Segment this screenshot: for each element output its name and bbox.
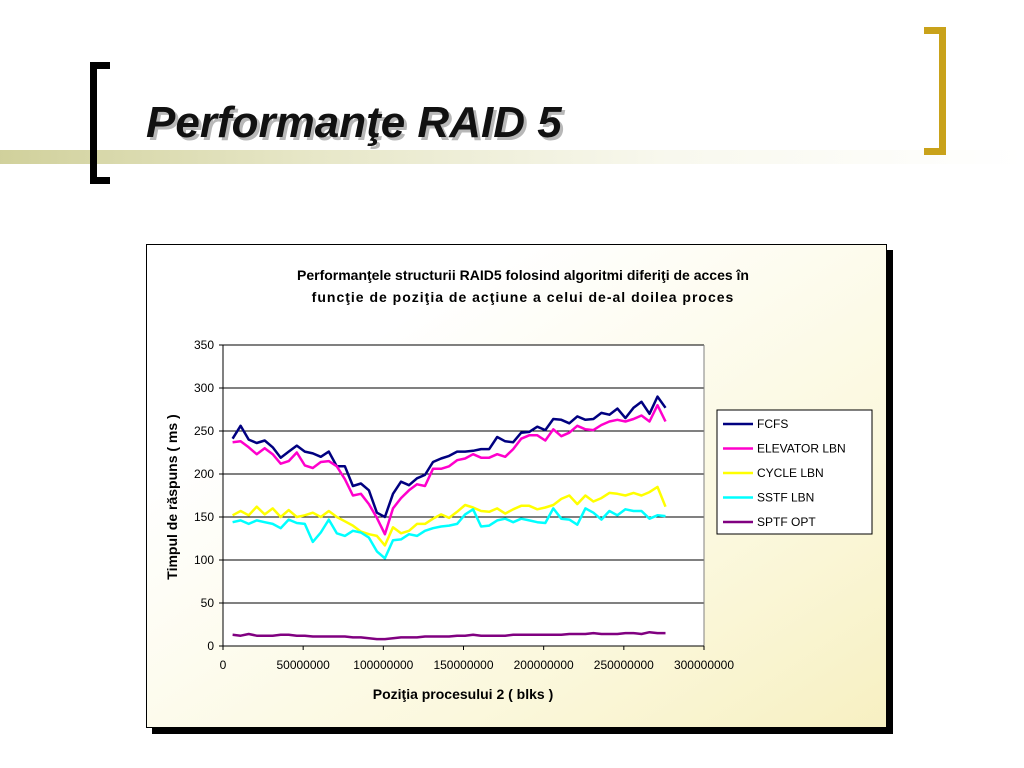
- x-tick-label: 300000000: [674, 658, 734, 672]
- y-tick-label: 150: [194, 510, 214, 524]
- legend-items: FCFS ELEVATOR LBN CYCLE LBN SSTF LBN SPTF OP…: [723, 417, 846, 529]
- slide-title: Performanţe RAID 5: [146, 98, 562, 147]
- y-tick-labels: 0 50 100 150 200 250 300 350: [194, 338, 214, 653]
- title-accent-bar: [0, 150, 1024, 164]
- legend-label-elevator-lbn: ELEVATOR LBN: [757, 442, 846, 456]
- grid-lines: [223, 344, 705, 646]
- x-tick-label: 250000000: [594, 658, 654, 672]
- legend-label-sptf-opt: SPTF OPT: [757, 515, 816, 529]
- y-tick-label: 300: [194, 381, 214, 395]
- legend-label-sstf-lbn: SSTF LBN: [757, 491, 814, 505]
- y-tick-label: 200: [194, 467, 214, 481]
- axes: [219, 344, 705, 650]
- series-line-elevator-lbn: [232, 403, 667, 536]
- series-line-cycle-lbn: [232, 485, 667, 547]
- x-tick-labels: 0 50000000 100000000 150000000 200000000 2500…: [220, 658, 735, 672]
- y-tick-label: 50: [201, 596, 215, 610]
- chart-subtitle: funcţie de poziţia de acţiune a celui de…: [311, 289, 735, 305]
- legend: FCFS ELEVATOR LBN CYCLE LBN SSTF LBN SPTF OP…: [716, 409, 873, 535]
- series-line-sptf-opt: [232, 630, 666, 641]
- y-tick-label: 350: [194, 338, 214, 352]
- series-line-sstf-lbn: [232, 507, 666, 560]
- data-series: [231, 395, 667, 641]
- series-line-fcfs: [231, 395, 667, 519]
- x-tick-label: 100000000: [353, 658, 413, 672]
- x-tick-label: 50000000: [276, 658, 330, 672]
- chart-title-block: Performanţele structurii RAID5 folosind …: [0, 264, 1024, 308]
- legend-label-fcfs: FCFS: [757, 417, 788, 431]
- y-tick-label: 100: [194, 553, 214, 567]
- legend-label-cycle-lbn: CYCLE LBN: [757, 466, 824, 480]
- x-axis-label: Poziţia procesului 2 ( blks ): [373, 686, 553, 702]
- x-tick-label: 150000000: [433, 658, 493, 672]
- left-bracket-decoration: [90, 62, 110, 184]
- plot-area: [223, 345, 704, 646]
- x-tick-label: 200000000: [514, 658, 574, 672]
- chart-title: Performanţele structurii RAID5 folosind …: [297, 267, 749, 283]
- x-tick-label: 0: [220, 658, 227, 672]
- y-tick-label: 250: [194, 424, 214, 438]
- y-tick-label: 0: [207, 639, 214, 653]
- right-bracket-decoration: [924, 27, 946, 155]
- y-axis-label: Timpul de răspuns ( ms ): [164, 414, 180, 579]
